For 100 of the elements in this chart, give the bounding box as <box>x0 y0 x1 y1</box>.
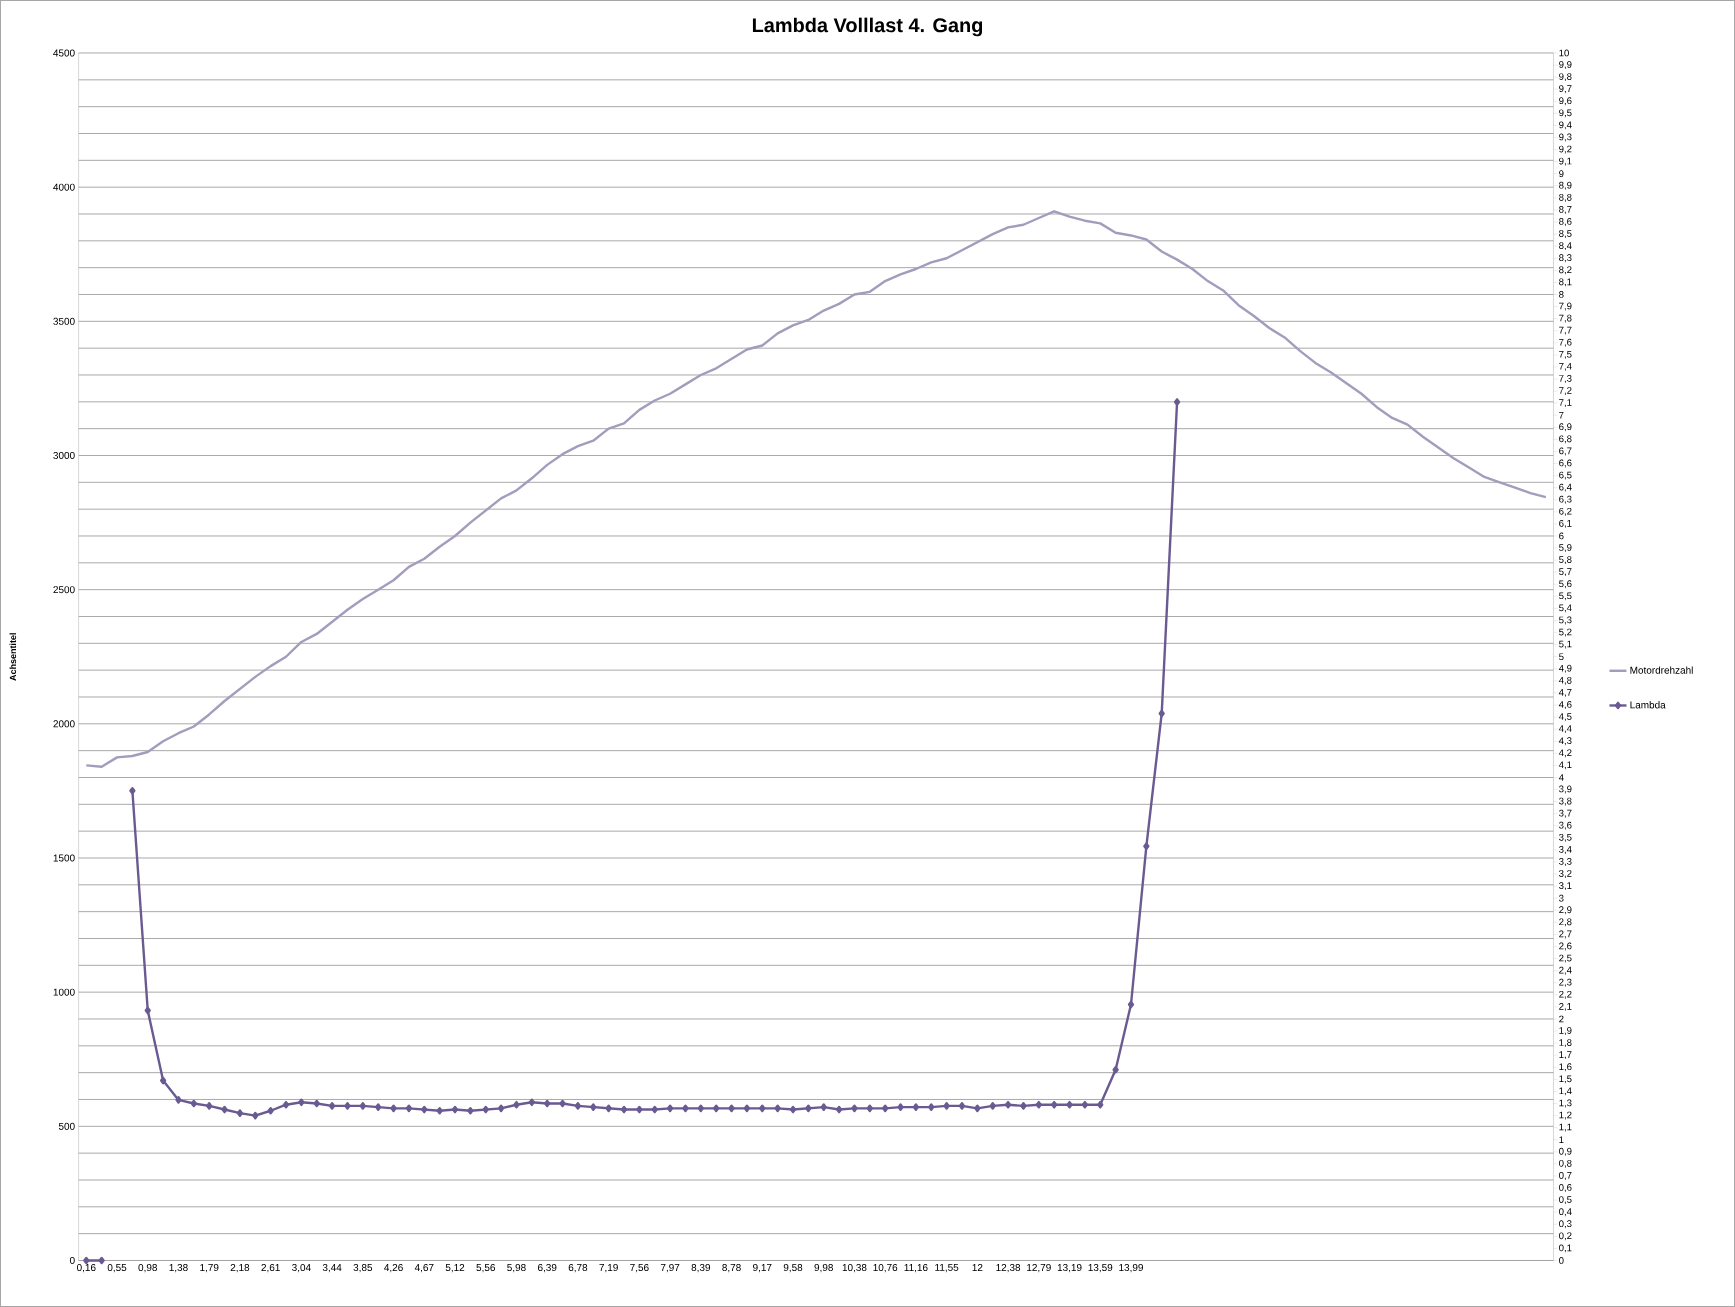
x-tick-label: 3,04 <box>292 1264 311 1273</box>
y2-tick-label: 1,8 <box>1559 1039 1572 1048</box>
x-tick-label: 11,16 <box>904 1264 928 1273</box>
y2-tick-label: 2,1 <box>1559 1002 1572 1011</box>
y2-tick-label: 8,8 <box>1559 193 1572 202</box>
y2-tick-label: 0 <box>1559 1257 1564 1264</box>
y2-tick-label: 6 <box>1559 532 1564 540</box>
x-tick-label: 13,19 <box>1057 1264 1082 1273</box>
y2-tick-label: 1,3 <box>1559 1099 1572 1108</box>
y-tick-label: 0 <box>69 1256 75 1265</box>
y2-tick-label: 9,7 <box>1559 85 1572 94</box>
y-tick-label: 1500 <box>53 854 75 862</box>
x-tick-label: 1,79 <box>200 1264 219 1273</box>
y2-tick-label: 3,4 <box>1559 845 1572 854</box>
y2-tick-label: 7,7 <box>1559 326 1572 335</box>
y2-tick-label: 3,1 <box>1559 882 1572 891</box>
y2-tick-label: 0,8 <box>1559 1159 1572 1168</box>
y2-tick-label: 8,3 <box>1559 254 1572 263</box>
y-tick-label: 4500 <box>53 49 75 57</box>
y2-tick-label: 4 <box>1558 774 1564 781</box>
y-tick-label: 4000 <box>53 183 75 191</box>
y2-tick-label: 0,7 <box>1559 1172 1572 1180</box>
y2-tick-label: 10 <box>1559 49 1569 57</box>
x-tick-label: 4,26 <box>384 1264 403 1273</box>
y2-tick-label: 4,2 <box>1558 749 1572 758</box>
x-tick-label: 0,98 <box>138 1264 157 1273</box>
y2-tick-label: 6,9 <box>1559 423 1572 432</box>
y2-tick-label: 0,9 <box>1559 1147 1572 1156</box>
y-tick-label: 2000 <box>53 720 75 728</box>
x-tick-label: 2,61 <box>261 1264 280 1273</box>
x-tick-label: 10,76 <box>873 1264 898 1273</box>
y2-tick-label: 7,9 <box>1559 302 1572 311</box>
y2-tick-label: 4,7 <box>1558 689 1572 697</box>
x-tick-label: 7,56 <box>630 1264 649 1273</box>
x-tick-label: 8,78 <box>722 1264 741 1273</box>
y2-tick-label: 4,6 <box>1558 701 1572 709</box>
x-tick-label: 9,98 <box>814 1264 833 1273</box>
x-tick-label: 0,55 <box>107 1264 127 1273</box>
y2-tick-label: 7,8 <box>1559 314 1572 323</box>
x-tick-label: 8,39 <box>691 1264 711 1273</box>
y2-tick-label: 6,1 <box>1559 519 1572 528</box>
y2-tick-label: 9,9 <box>1559 61 1572 69</box>
y2-tick-label: 5,4 <box>1559 604 1572 613</box>
y2-tick-label: 3,5 <box>1559 833 1572 842</box>
y2-tick-label: 9,2 <box>1559 145 1572 154</box>
x-tick-label: 13,59 <box>1088 1264 1113 1273</box>
y2-tick-label: 4,3 <box>1558 737 1572 746</box>
x-tick-label: 4,67 <box>414 1264 434 1273</box>
y-tick-label: 500 <box>58 1122 75 1130</box>
y2-tick-label: 5,3 <box>1559 616 1572 625</box>
x-tick-label: 7,97 <box>660 1264 680 1273</box>
y2-tick-label: 6,5 <box>1559 471 1572 480</box>
x-tick-label: 6,78 <box>568 1264 588 1273</box>
y2-tick-label: 6,4 <box>1559 483 1572 492</box>
x-tick-label: 0,16 <box>76 1264 96 1273</box>
y2-tick-label: 9 <box>1559 170 1564 178</box>
y2-tick-label: 8 <box>1559 291 1564 298</box>
y2-tick-label: 0,5 <box>1559 1196 1572 1205</box>
x-tick-label: 9,58 <box>783 1264 803 1273</box>
y2-tick-label: 4,5 <box>1558 713 1572 721</box>
y-tick-label: 3500 <box>53 317 75 325</box>
y2-tick-label: 5,8 <box>1559 556 1572 565</box>
y2-tick-label: 0,6 <box>1559 1184 1572 1192</box>
y2-tick-label: 2,5 <box>1559 954 1572 963</box>
y2-tick-label: 9,6 <box>1559 97 1572 106</box>
y2-tick-label: 6,8 <box>1559 435 1572 444</box>
y2-tick-label: 1,9 <box>1559 1027 1572 1035</box>
y2-tick-label: 8,6 <box>1559 218 1572 226</box>
y2-tick-label: 7,6 <box>1559 338 1572 347</box>
y2-tick-label: 9,4 <box>1559 121 1572 130</box>
y2-tick-label: 1,2 <box>1559 1111 1572 1120</box>
y2-tick-label: 0,4 <box>1559 1208 1572 1217</box>
x-tick-label: 11,55 <box>935 1264 959 1273</box>
y2-tick-label: 3,8 <box>1559 797 1572 806</box>
y2-tick-label: 0,1 <box>1559 1244 1572 1253</box>
y-tick-label: 2500 <box>53 586 75 594</box>
x-tick-label: 12 <box>972 1264 983 1271</box>
x-tick-label: 5,12 <box>445 1264 465 1273</box>
y2-tick-label: 0,2 <box>1559 1232 1572 1241</box>
x-tick-label: 5,98 <box>507 1264 526 1273</box>
y2-tick-label: 6,7 <box>1559 447 1572 456</box>
y2-tick-label: 2,6 <box>1559 942 1572 951</box>
x-tick-label: 9,17 <box>753 1264 772 1273</box>
y-tick-label: 3000 <box>53 451 75 460</box>
y2-tick-label: 3 <box>1559 894 1564 902</box>
y2-tick-label: 4,1 <box>1558 761 1572 770</box>
y2-tick-label: 4,9 <box>1558 664 1572 673</box>
y2-tick-label: 9,1 <box>1559 157 1572 166</box>
y2-tick-label: 7,2 <box>1559 387 1572 396</box>
x-tick-label: 6,39 <box>537 1264 557 1273</box>
y2-tick-label: 2,7 <box>1559 930 1572 939</box>
y2-tick-label: 2,9 <box>1559 906 1572 915</box>
y2-tick-label: 7,1 <box>1559 399 1572 408</box>
y2-tick-label: 8,1 <box>1559 278 1572 287</box>
y2-tick-label: 1,7 <box>1559 1051 1572 1060</box>
y2-tick-label: 5,6 <box>1559 580 1572 589</box>
y2-tick-label: 5 <box>1559 653 1564 661</box>
y2-tick-label: 4,8 <box>1558 676 1572 685</box>
y2-tick-label: 9,3 <box>1559 133 1572 142</box>
legend-label: Lambda <box>1630 701 1666 709</box>
